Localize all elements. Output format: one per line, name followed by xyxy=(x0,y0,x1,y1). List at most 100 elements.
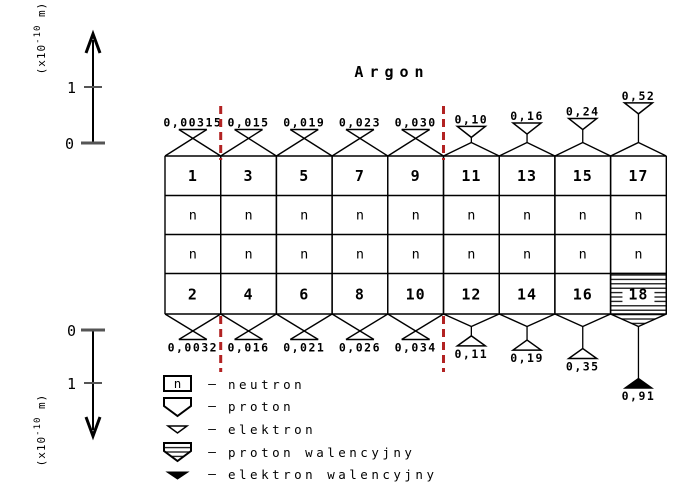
legend-label: elektron walencyjny xyxy=(228,467,438,483)
atom-column-11-12: 0,10 0,11 11 12 n n xyxy=(442,112,500,361)
proton-number-bottom: 16 xyxy=(573,286,593,304)
neutron-cell: n xyxy=(467,247,475,263)
legend-label: neutron xyxy=(228,376,306,392)
valence-electron-filled-icon xyxy=(160,469,196,481)
proton-pentagon-icon xyxy=(160,396,196,418)
electron-symbol xyxy=(566,347,600,360)
neutron-cell: n xyxy=(523,247,531,263)
legend-item-proton: – proton xyxy=(160,396,438,419)
electron-distance-label: 0,91 xyxy=(622,389,656,403)
axis-bottom-unit-label: (x10-10 m) xyxy=(33,394,48,467)
atom-column-7-8: 0,023 0,026 7 8 n n xyxy=(331,116,389,355)
neutron-cell: n xyxy=(356,247,364,263)
electron-symbol xyxy=(455,334,488,347)
page-title: Argon xyxy=(354,63,429,81)
atom-column-15-16: 0,24 0,35 15 16 n n xyxy=(554,105,612,374)
legend-item-proton-walencyjny: – proton walencyjny xyxy=(160,441,438,464)
legend-label: proton walencyjny xyxy=(228,444,416,460)
neutron-cell: n xyxy=(412,208,420,224)
electron-symbol xyxy=(510,122,544,135)
electron-distance-label: 0,026 xyxy=(339,341,381,355)
proton-number-top: 15 xyxy=(573,167,593,185)
electron-distance-label: 0,016 xyxy=(227,341,269,355)
shell-boundary-guides xyxy=(219,106,445,372)
legend-item-neutron: n – neutron xyxy=(160,373,438,396)
legend-item-elektron: – elektron xyxy=(160,418,438,441)
legend-dash: – xyxy=(208,376,216,392)
valence-proton-hatched-icon xyxy=(160,441,196,463)
axis-top-unit-label: (x10-10 m) xyxy=(33,2,48,75)
electron-distance-label: 0,16 xyxy=(510,109,544,123)
axis-bottom: 0 1 (x10-10 m) xyxy=(33,322,105,466)
legend-dash: – xyxy=(208,467,216,483)
neutron-cell: n xyxy=(189,247,197,263)
atom-column-5-6: 0,019 0,021 5 6 n n xyxy=(275,116,333,355)
proton-number-bottom: 10 xyxy=(406,286,426,304)
neutron-cell: n xyxy=(579,208,587,224)
electron-symbol xyxy=(510,339,544,351)
arrow-down-icon xyxy=(84,416,102,441)
legend-label: elektron xyxy=(228,421,317,437)
legend-item-elektron-walencyjny: – elektron walencyjny xyxy=(160,463,438,486)
legend-label: proton xyxy=(228,399,295,415)
atom-column-1-2: 0,00315 0,0032 1 2 n n xyxy=(163,116,222,355)
legend: n – neutron – proton – elektron – proton… xyxy=(160,373,438,486)
proton-number-bottom: 8 xyxy=(355,286,365,304)
neutron-box-icon: n xyxy=(160,374,196,394)
axis-top: 1 0 (x10-10 m) xyxy=(33,2,105,153)
atom-grid: 0,003150,003212nn0,0150,01634nn0,0190,02… xyxy=(163,89,667,403)
electron-distance-label: 0,023 xyxy=(339,116,381,130)
neutron-cell: n xyxy=(634,247,642,263)
electron-distance-label: 0,034 xyxy=(395,341,437,355)
atom-column-17-18: 0,52 0,91 17 18 n n xyxy=(609,89,667,403)
electron-distance-label: 0,019 xyxy=(283,116,325,130)
neutron-cell: n xyxy=(244,247,252,263)
axis-bottom-tick-0: 0 xyxy=(67,322,76,340)
neutron-cell: n xyxy=(467,208,475,224)
proton-number-bottom: 12 xyxy=(461,286,481,304)
electron-distance-label: 0,19 xyxy=(510,351,544,365)
axis-bottom-tick-1: 1 xyxy=(67,375,76,393)
proton-number-bottom: 2 xyxy=(188,286,198,304)
atom-column-3-4: 0,015 0,016 3 4 n n xyxy=(219,116,278,355)
electron-distance-label: 0,0032 xyxy=(168,341,219,355)
neutron-cell: n xyxy=(523,208,531,224)
neutron-cell: n xyxy=(244,208,252,224)
proton-number-top: 13 xyxy=(517,167,537,185)
arrow-up-icon xyxy=(84,29,102,54)
neutron-cell: n xyxy=(300,247,308,263)
proton-number-bottom: 18 xyxy=(628,286,648,304)
electron-distance-label: 0,00315 xyxy=(163,116,222,130)
electron-distance-label: 0,52 xyxy=(622,89,656,103)
axis-top-tick-1: 1 xyxy=(67,79,76,97)
proton-number-top: 7 xyxy=(355,167,365,185)
axis-top-tick-0: 0 xyxy=(65,135,74,153)
proton-number-top: 5 xyxy=(299,167,309,185)
electron-distance-label: 0,015 xyxy=(227,116,269,130)
electron-distance-label: 0,11 xyxy=(454,347,488,361)
neutron-cell: n xyxy=(300,208,308,224)
neutron-cell: n xyxy=(189,208,197,224)
electron-distance-label: 0,10 xyxy=(454,112,488,126)
valence-number-backing xyxy=(622,290,655,305)
proton-number-bottom: 6 xyxy=(299,286,309,304)
proton-number-top: 1 xyxy=(188,167,198,185)
electron-distance-label: 0,35 xyxy=(566,360,600,374)
neutron-cell: n xyxy=(634,208,642,224)
valence-electron-symbol xyxy=(622,377,655,389)
neutron-cell: n xyxy=(356,208,364,224)
electron-distance-label: 0,24 xyxy=(566,105,600,119)
electron-distance-label: 0,021 xyxy=(283,341,325,355)
atom-column-9-10: 0,030 0,034 9 10 n n xyxy=(387,116,445,355)
electron-symbol xyxy=(455,125,488,139)
atom-column-13-14: 0,16 0,19 13 14 n n xyxy=(498,109,556,365)
proton-number-top: 11 xyxy=(461,167,481,185)
electron-symbol xyxy=(566,117,599,131)
neutron-cell: n xyxy=(412,247,420,263)
electron-triangle-icon xyxy=(160,423,196,435)
legend-dash: – xyxy=(208,421,216,437)
neutron-cell: n xyxy=(579,247,587,263)
proton-number-top: 3 xyxy=(244,167,254,185)
